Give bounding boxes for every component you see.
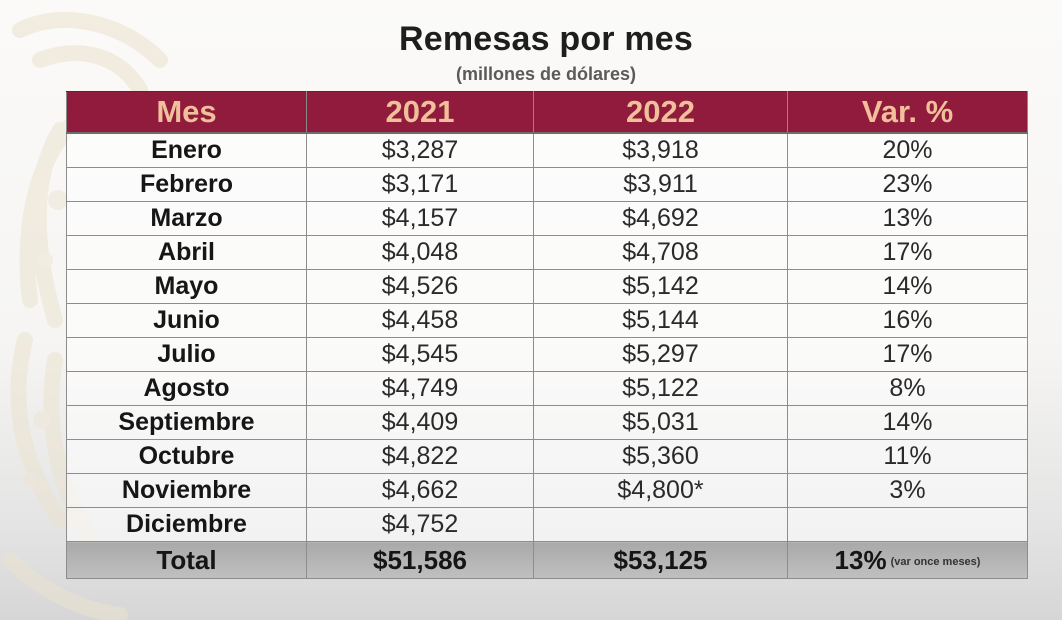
table-row: Noviembre $4,662 $4,800* 3% [66, 473, 1028, 508]
value-2022-cell: $4,708 [533, 235, 788, 270]
value-2022-cell: $5,142 [533, 269, 788, 304]
table-row: Agosto $4,749 $5,122 8% [66, 371, 1028, 406]
table-row: Octubre $4,822 $5,360 11% [66, 439, 1028, 474]
table-row: Abril $4,048 $4,708 17% [66, 235, 1028, 270]
value-2022-cell: $5,360 [533, 439, 788, 474]
value-2021-cell: $4,526 [306, 269, 534, 304]
variation-cell: 23% [787, 167, 1028, 202]
month-cell: Agosto [66, 371, 307, 406]
table-row: Diciembre $4,752 [66, 507, 1028, 542]
month-cell: Octubre [66, 439, 307, 474]
value-2022-cell: $5,031 [533, 405, 788, 440]
value-2021-cell: $4,749 [306, 371, 534, 406]
month-cell: Abril [66, 235, 307, 270]
value-2021-cell: $4,545 [306, 337, 534, 372]
column-header-2021: 2021 [306, 91, 534, 134]
total-variation-cell: 13% (var once meses) [787, 541, 1028, 579]
month-cell: Noviembre [66, 473, 307, 508]
variation-cell: 14% [787, 405, 1028, 440]
variation-cell: 20% [787, 132, 1028, 168]
table-row: Septiembre $4,409 $5,031 14% [66, 405, 1028, 440]
value-2021-cell: $3,287 [306, 132, 534, 168]
variation-cell: 11% [787, 439, 1028, 474]
total-row: Total $51,586 $53,125 13% (var once meses… [66, 541, 1028, 579]
value-2022-cell: $4,692 [533, 201, 788, 236]
variation-cell: 14% [787, 269, 1028, 304]
page-title: Remesas por mes [398, 20, 694, 58]
table-row: Febrero $3,171 $3,911 23% [66, 167, 1028, 202]
table-row: Julio $4,545 $5,297 17% [66, 337, 1028, 372]
variation-cell: 17% [787, 337, 1028, 372]
value-2021-cell: $4,822 [306, 439, 534, 474]
month-cell: Febrero [66, 167, 307, 202]
variation-cell: 8% [787, 371, 1028, 406]
month-cell: Mayo [66, 269, 307, 304]
column-header-2022: 2022 [533, 91, 788, 134]
total-variation-value: 13% [834, 544, 887, 575]
total-2022-cell: $53,125 [533, 541, 788, 579]
value-2022-cell: $5,297 [533, 337, 788, 372]
month-cell: Julio [66, 337, 307, 372]
month-cell: Marzo [66, 201, 307, 236]
total-variation-note: (var once meses) [890, 555, 981, 568]
value-2021-cell: $3,171 [306, 167, 534, 202]
value-2022-cell: $5,144 [533, 303, 788, 338]
variation-cell: 13% [787, 201, 1028, 236]
value-2021-cell: $4,458 [306, 303, 534, 338]
value-2021-cell: $4,752 [306, 507, 534, 542]
value-2022-cell: $5,122 [533, 371, 788, 406]
value-2021-cell: $4,662 [306, 473, 534, 508]
value-2021-cell: $4,157 [306, 201, 534, 236]
column-header-month: Mes [66, 91, 307, 134]
month-cell: Diciembre [66, 507, 307, 542]
total-label-cell: Total [66, 541, 307, 579]
variation-cell: 3% [787, 473, 1028, 508]
remittances-table: Mes 2021 2022 Var. % Enero $3,287 $3,918… [66, 91, 1028, 579]
value-2022-cell: $3,911 [533, 167, 788, 202]
value-2021-cell: $4,409 [306, 405, 534, 440]
value-2022-cell: $3,918 [533, 132, 788, 168]
value-2022-cell: $4,800* [533, 473, 788, 508]
value-2021-cell: $4,048 [306, 235, 534, 270]
month-cell: Enero [66, 132, 307, 168]
page-subtitle: (millones de dólares) [455, 64, 637, 84]
table-row: Enero $3,287 $3,918 20% [66, 132, 1028, 168]
month-cell: Junio [66, 303, 307, 338]
table-row: Mayo $4,526 $5,142 14% [66, 269, 1028, 304]
variation-cell: 16% [787, 303, 1028, 338]
table-header-row: Mes 2021 2022 Var. % [66, 91, 1028, 134]
total-2021-cell: $51,586 [306, 541, 534, 579]
value-2022-cell [533, 507, 788, 542]
table-row: Junio $4,458 $5,144 16% [66, 303, 1028, 338]
table-row: Marzo $4,157 $4,692 13% [66, 201, 1028, 236]
column-header-variation: Var. % [787, 91, 1028, 134]
variation-cell [787, 507, 1028, 542]
variation-cell: 17% [787, 235, 1028, 270]
month-cell: Septiembre [66, 405, 307, 440]
